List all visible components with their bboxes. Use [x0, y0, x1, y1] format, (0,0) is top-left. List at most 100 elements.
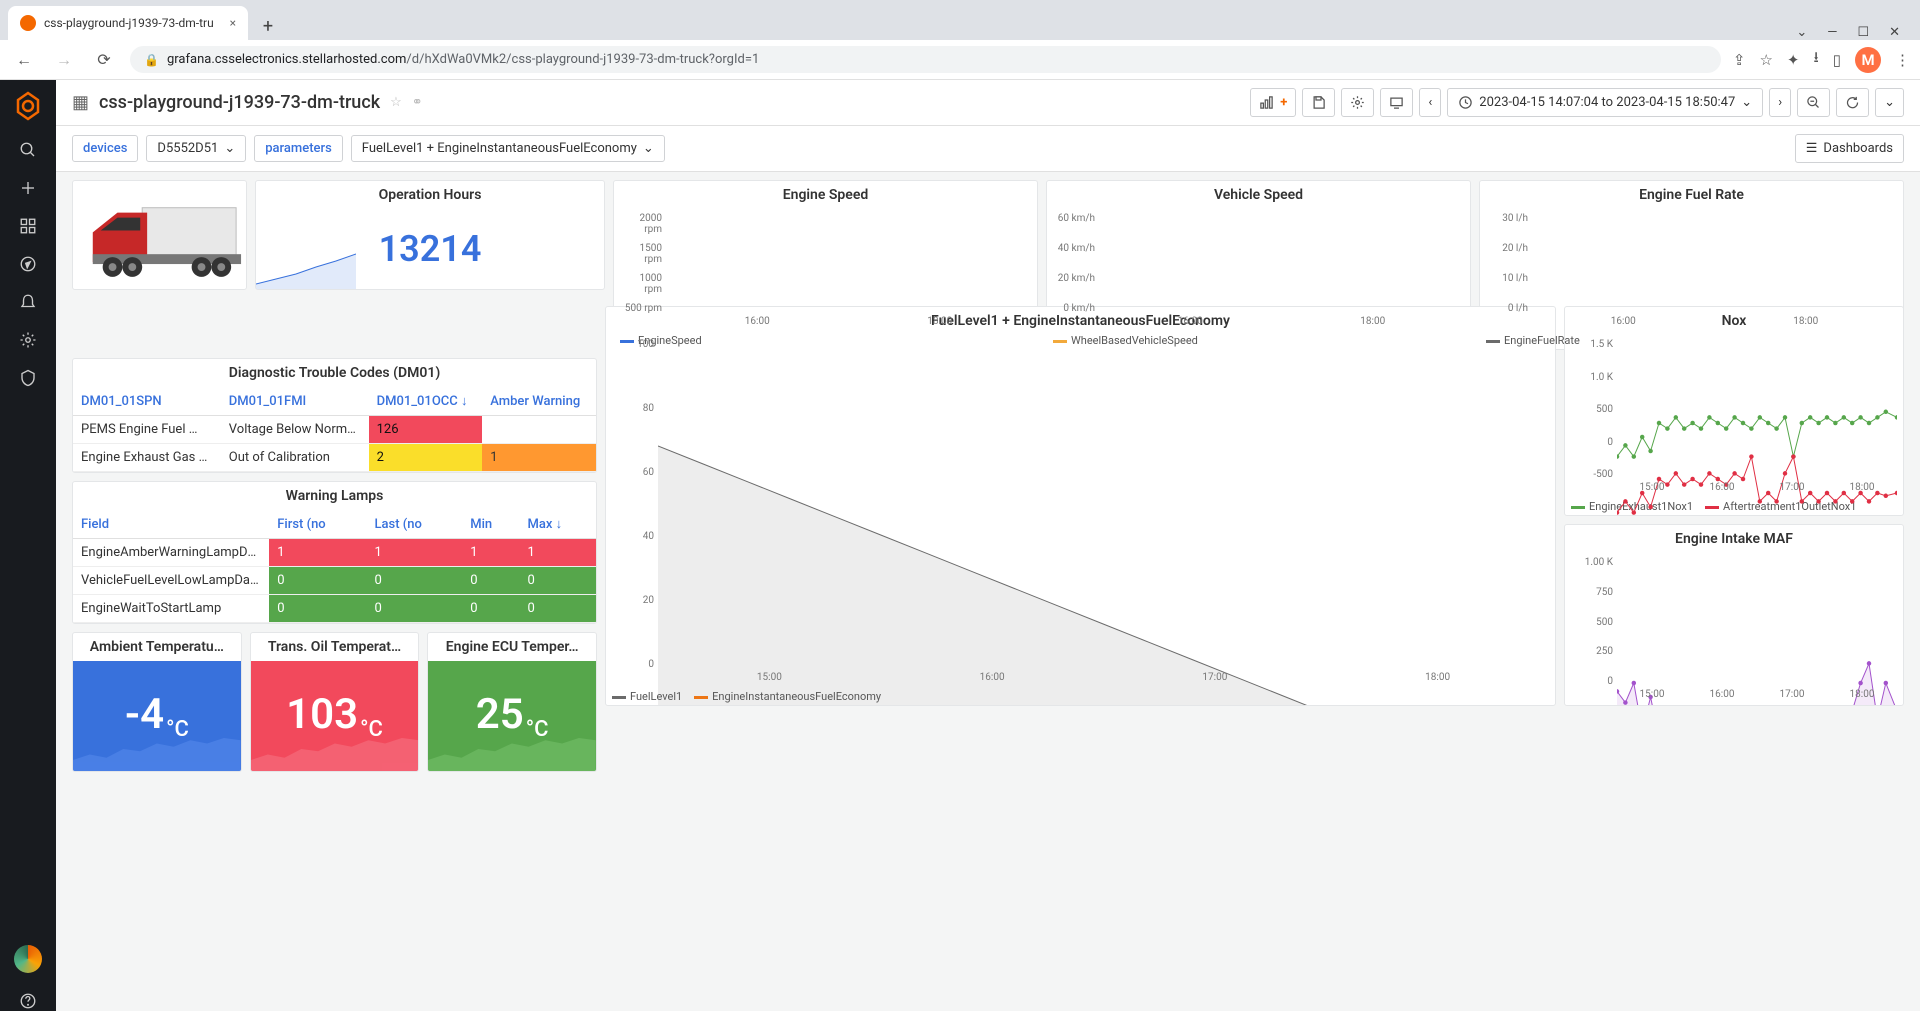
share-icon[interactable]: ⇪	[1733, 51, 1746, 69]
var-devices-select[interactable]: D5552D51⌄	[146, 135, 246, 162]
dashboard-header: ▦ css-playground-j1939-73-dm-truck ☆ ⚭ +…	[56, 80, 1920, 126]
chevron-down-icon[interactable]: ⌄	[1796, 25, 1807, 40]
panel-title: Vehicle Speed	[1047, 181, 1470, 209]
table-row: EngineWaitToStartLamp0000	[73, 595, 596, 623]
url-host: grafana.csselectronics.stellarhosted.com…	[167, 52, 759, 67]
table-header[interactable]: Last (no	[367, 510, 463, 539]
panel-title: Diagnostic Trouble Codes (DM01)	[73, 359, 596, 387]
new-tab-button[interactable]: +	[254, 12, 282, 40]
dashboards-icon[interactable]	[18, 216, 38, 236]
panel-nox[interactable]: Nox 1.5 K1.0 K5000-50015:0016:0017:0018:…	[1564, 306, 1904, 516]
sparkline	[256, 249, 356, 289]
panel-operation-hours[interactable]: Operation Hours 13214	[255, 180, 605, 290]
toolbar-icons: ⇪ ☆ ✦ ⭳ ▯ M ⋮	[1733, 47, 1910, 73]
var-parameters-label: parameters	[254, 135, 343, 162]
table-row: Engine Exhaust Gas …Out of Calibration21	[73, 444, 596, 472]
time-forward-button[interactable]: ›	[1769, 88, 1791, 117]
table-row: VehicleFuelLevelLowLampData0000	[73, 567, 596, 595]
browser-tab[interactable]: css-playground-j1939-73-dm-tru ×	[8, 6, 248, 40]
help-icon[interactable]	[18, 991, 38, 1011]
reload-button[interactable]: ⟳	[90, 50, 118, 69]
panel-title: Engine Intake MAF	[1565, 525, 1903, 553]
bookmark-star-icon[interactable]: ☆	[1759, 51, 1772, 69]
dashboard-title: css-playground-j1939-73-dm-truck	[99, 92, 380, 113]
tab-title: css-playground-j1939-73-dm-tru	[44, 16, 222, 30]
dtc-table: DM01_01SPNDM01_01FMIDM01_01OCC ↓Amber Wa…	[73, 387, 596, 472]
panel-dtc[interactable]: Diagnostic Trouble Codes (DM01) DM01_01S…	[72, 358, 597, 473]
grafana-sidebar	[0, 80, 56, 1011]
browser-toolbar: ← → ⟳ 🔒 grafana.csselectronics.stellarho…	[0, 40, 1920, 80]
dashboards-menu-button[interactable]: ☰ Dashboards	[1795, 134, 1904, 163]
alert-icon[interactable]	[18, 292, 38, 312]
refresh-button[interactable]	[1836, 88, 1869, 117]
tab-close-icon[interactable]: ×	[230, 16, 236, 30]
panel-title: Engine Fuel Rate	[1480, 181, 1903, 209]
reader-icon[interactable]: ▯	[1833, 51, 1841, 69]
panel-truck-image[interactable]	[72, 180, 247, 290]
table-row: EngineAmberWarningLampData1111	[73, 539, 596, 567]
search-icon[interactable]	[18, 140, 38, 160]
table-header[interactable]: DM01_01OCC ↓	[369, 387, 483, 416]
dashboard-body: Operation Hours 13214 Engine Speed 2000 …	[56, 172, 1920, 1011]
table-header[interactable]: Amber Warning	[482, 387, 596, 416]
panel-fuel-economy[interactable]: FuelLevel1 + EngineInstantaneousFuelEcon…	[605, 306, 1556, 706]
table-header[interactable]: DM01_01SPN	[73, 387, 221, 416]
menu-icon[interactable]: ⋮	[1895, 51, 1910, 69]
lamps-table: FieldFirst (noLast (noMinMax ↓EngineAmbe…	[73, 510, 596, 623]
minimize-icon[interactable]: —	[1827, 25, 1837, 40]
panel-engine-speed[interactable]: Engine Speed 2000 rpm1500 rpm1000 rpm500…	[613, 180, 1038, 350]
table-header[interactable]: Max ↓	[520, 510, 597, 539]
panel-maf[interactable]: Engine Intake MAF 1.00 K750500250015:001…	[1564, 524, 1904, 706]
time-range-picker[interactable]: 2023-04-15 14:07:04 to 2023-04-15 18:50:…	[1447, 88, 1763, 117]
zoom-out-button[interactable]	[1797, 88, 1830, 117]
refresh-interval-button[interactable]: ⌄	[1875, 88, 1904, 117]
tv-mode-button[interactable]	[1380, 88, 1413, 117]
panel-title: Trans. Oil Temperat…	[251, 633, 419, 661]
table-header[interactable]: Min	[462, 510, 519, 539]
explore-icon[interactable]	[18, 254, 38, 274]
truck-icon	[73, 181, 246, 290]
var-devices-label: devices	[72, 135, 138, 162]
forward-button[interactable]: →	[50, 50, 78, 70]
table-row: PEMS Engine Fuel …Voltage Below Norm…126	[73, 416, 596, 444]
panel-warning-lamps[interactable]: Warning Lamps FieldFirst (noLast (noMinM…	[72, 481, 597, 624]
table-header[interactable]: First (no	[269, 510, 366, 539]
panel-title: Ambient Temperatu…	[73, 633, 241, 661]
back-button[interactable]: ←	[10, 50, 38, 70]
panel-temp[interactable]: Trans. Oil Temperat…103°C	[250, 632, 420, 772]
panel-vehicle-speed[interactable]: Vehicle Speed 60 km/h40 km/h20 km/h0 km/…	[1046, 180, 1471, 350]
panel-title: Operation Hours	[256, 181, 604, 209]
shield-icon[interactable]	[18, 368, 38, 388]
save-button[interactable]	[1302, 88, 1335, 117]
grafana-logo-icon[interactable]	[12, 90, 44, 122]
plus-icon[interactable]	[18, 178, 38, 198]
star-icon[interactable]: ☆	[390, 95, 402, 110]
panel-temp[interactable]: Ambient Temperatu…-4°C	[72, 632, 242, 772]
profile-avatar[interactable]: M	[1855, 47, 1881, 73]
time-back-button[interactable]: ‹	[1419, 88, 1441, 117]
download-icon[interactable]: ⭳	[1813, 47, 1818, 72]
table-header[interactable]: Field	[73, 510, 269, 539]
add-panel-button[interactable]: +	[1250, 88, 1296, 117]
dashboard-icon: ▦	[72, 92, 89, 113]
table-header[interactable]: DM01_01FMI	[221, 387, 369, 416]
share-dashboard-icon[interactable]: ⚭	[412, 95, 423, 110]
extensions-icon[interactable]: ✦	[1787, 51, 1800, 69]
maximize-icon[interactable]: ☐	[1857, 25, 1869, 40]
org-avatar[interactable]	[14, 945, 42, 973]
panel-title: Warning Lamps	[73, 482, 596, 510]
favicon	[20, 15, 36, 31]
panel-title: Engine ECU Temper…	[428, 633, 596, 661]
window-controls: ⌄ — ☐ ✕	[1784, 25, 1912, 40]
address-bar[interactable]: 🔒 grafana.csselectronics.stellarhosted.c…	[130, 46, 1721, 73]
gear-icon[interactable]	[18, 330, 38, 350]
browser-tab-strip: css-playground-j1939-73-dm-tru × + ⌄ — ☐…	[0, 0, 1920, 40]
variable-bar: devices D5552D51⌄ parameters FuelLevel1 …	[56, 126, 1920, 172]
stat-value: 13214	[379, 228, 482, 270]
panel-fuel-rate[interactable]: Engine Fuel Rate 30 l/h20 l/h10 l/h0 l/h…	[1479, 180, 1904, 350]
panel-title: Engine Speed	[614, 181, 1037, 209]
settings-button[interactable]	[1341, 88, 1374, 117]
close-window-icon[interactable]: ✕	[1889, 25, 1900, 40]
var-parameters-select[interactable]: FuelLevel1 + EngineInstantaneousFuelEcon…	[351, 135, 665, 162]
panel-temp[interactable]: Engine ECU Temper…25°C	[427, 632, 597, 772]
